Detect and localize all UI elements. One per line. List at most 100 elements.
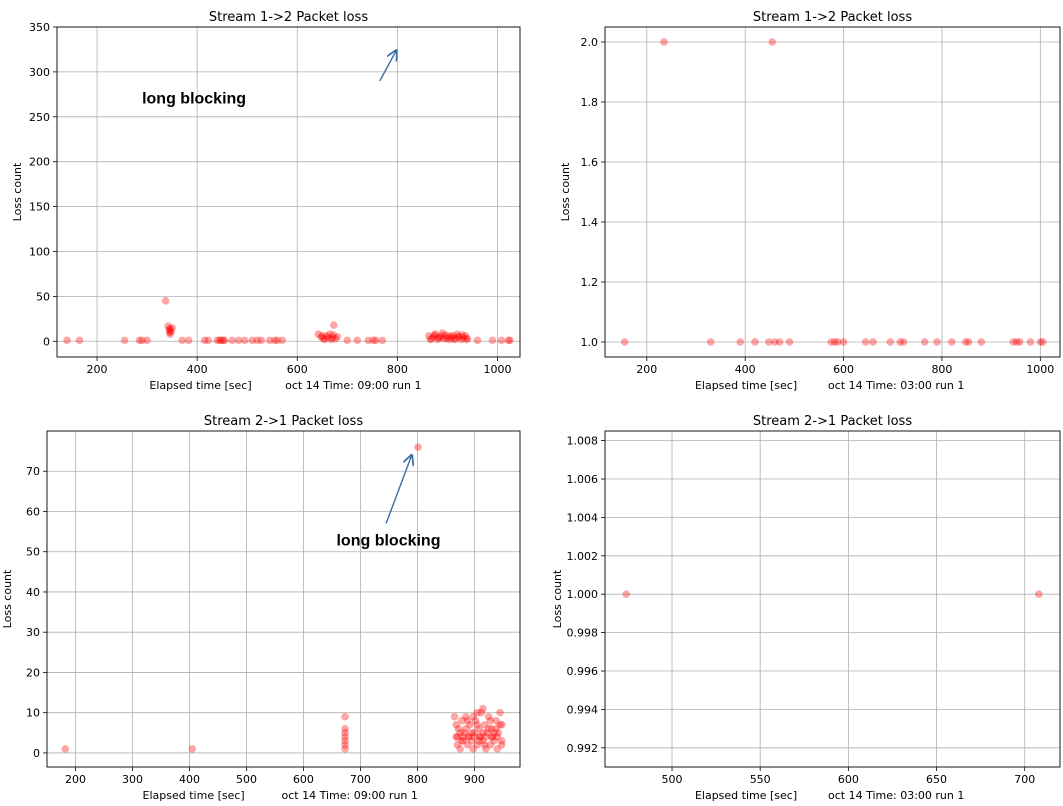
chart-title: Stream 2->1 Packet loss <box>204 414 363 429</box>
data-point <box>459 736 467 745</box>
y-tick-label: 100 <box>29 245 50 258</box>
data-point <box>473 708 482 717</box>
chart-panel-4: 500 550 600 650 700 0.992 0.994 0.996 0.998 1.000… <box>551 414 1061 802</box>
data-point <box>473 740 482 749</box>
y-tick-label: 250 <box>29 111 50 124</box>
data-point <box>492 724 500 733</box>
data-point <box>484 712 493 721</box>
x-tick-label: 1000 <box>1026 363 1054 376</box>
data-point <box>437 331 446 340</box>
data-point <box>504 336 513 345</box>
y-axis-label: Loss count <box>1 569 14 628</box>
data-point <box>253 336 262 345</box>
data-point <box>470 732 479 741</box>
data-point <box>487 724 496 733</box>
data-point <box>273 336 282 345</box>
data-point <box>324 333 333 342</box>
data-point <box>486 740 495 749</box>
data-point <box>451 334 460 343</box>
y-tick-label: 1.000 <box>567 588 599 601</box>
data-point <box>463 334 472 343</box>
y-tick-label: 1.2 <box>581 276 599 289</box>
annotation-label: long blocking <box>336 533 440 550</box>
x-tick-label: 800 <box>387 363 408 376</box>
data-point <box>439 334 448 343</box>
data-point <box>775 338 784 346</box>
data-point <box>435 333 444 342</box>
y-tick-label: 300 <box>29 66 50 79</box>
data-point <box>431 330 440 339</box>
y-tick-label: 60 <box>26 505 40 518</box>
data-point <box>364 336 373 345</box>
y-tick-label: 0.998 <box>567 627 599 640</box>
run-caption: oct 14 Time: 03:00 run 1 <box>828 789 964 802</box>
x-tick-label: 600 <box>833 363 854 376</box>
data-point <box>493 732 502 741</box>
data-point <box>481 744 490 753</box>
x-tick-label: 200 <box>65 773 86 786</box>
data-point <box>165 328 174 337</box>
run-caption: oct 14 Time: 09:00 run 1 <box>285 379 421 392</box>
y-tick-label: 1.0 <box>581 336 599 349</box>
data-point <box>318 331 327 340</box>
y-tick-label: 20 <box>26 666 40 679</box>
data-point <box>319 334 328 343</box>
x-tick-label: 550 <box>750 773 771 786</box>
data-point <box>506 336 514 345</box>
data-point <box>896 338 905 346</box>
data-point <box>454 724 463 733</box>
data-point <box>830 338 839 346</box>
data-point <box>470 728 479 737</box>
data-point <box>317 332 326 341</box>
data-point <box>459 333 468 342</box>
y-tick-label: 1.8 <box>581 96 599 109</box>
data-point <box>322 331 331 340</box>
data-point <box>61 744 70 753</box>
y-tick-label: 1.004 <box>567 511 599 524</box>
annotation-arrow <box>385 455 412 524</box>
x-tick-label: 700 <box>1014 773 1035 786</box>
data-point <box>464 732 473 741</box>
data-point <box>341 740 349 749</box>
data-point <box>455 332 464 341</box>
x-tick-label: 200 <box>87 363 108 376</box>
data-point <box>839 338 848 346</box>
data-point <box>178 336 187 345</box>
x-tick-label: 700 <box>350 773 371 786</box>
annotation: long blocking <box>336 455 440 550</box>
data-point <box>473 720 482 729</box>
data-point <box>461 724 470 733</box>
data-point <box>248 336 257 345</box>
data-point <box>933 338 941 346</box>
data-point <box>220 336 229 345</box>
data-point <box>320 335 329 344</box>
data-point <box>454 332 463 341</box>
data-point <box>167 327 176 336</box>
data-point <box>452 732 461 741</box>
data-point <box>494 728 503 737</box>
data-point <box>341 712 349 721</box>
plot-frame <box>604 26 1061 358</box>
data-point <box>341 744 349 753</box>
data-point <box>977 338 986 346</box>
x-tick-label: 500 <box>236 773 257 786</box>
chart-title: Stream 2->1 Packet loss <box>753 414 912 429</box>
y-tick-label: 30 <box>26 626 40 639</box>
data-point <box>457 716 466 725</box>
data-point <box>961 338 970 346</box>
y-tick-label: 1.002 <box>567 550 599 563</box>
chart-panel-2: 200 400 600 800 1000 1.0 1.2 1.4 1.6 1.8 2.0 Stream… <box>559 10 1061 392</box>
data-point <box>476 732 485 741</box>
data-point <box>861 338 870 346</box>
data-point <box>479 728 487 737</box>
data-point <box>464 732 473 741</box>
data-point <box>343 336 352 345</box>
data-point <box>341 724 349 733</box>
data-point <box>484 724 493 733</box>
x-tick-label: 800 <box>407 773 428 786</box>
data-point <box>475 736 483 745</box>
data-point <box>143 336 151 345</box>
data-point <box>469 744 478 753</box>
data-point <box>461 331 470 340</box>
data-point <box>441 331 450 339</box>
